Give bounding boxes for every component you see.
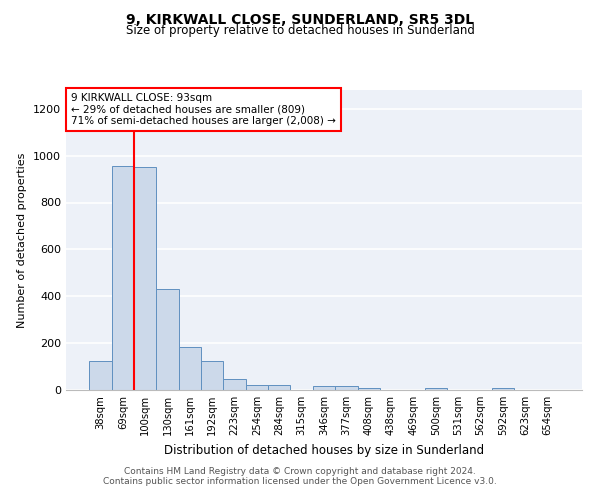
Bar (223, 380, 246, 390)
Bar (112, 166, 134, 390)
Text: Size of property relative to detached houses in Sunderland: Size of property relative to detached ho… (125, 24, 475, 37)
Text: Contains public sector information licensed under the Open Government Licence v3: Contains public sector information licen… (103, 477, 497, 486)
X-axis label: Distribution of detached houses by size in Sunderland: Distribution of detached houses by size … (164, 444, 484, 456)
Text: 9 KIRKWALL CLOSE: 93sqm
← 29% of detached houses are smaller (809)
71% of semi-d: 9 KIRKWALL CLOSE: 93sqm ← 29% of detache… (71, 93, 336, 126)
Text: 9, KIRKWALL CLOSE, SUNDERLAND, SR5 3DL: 9, KIRKWALL CLOSE, SUNDERLAND, SR5 3DL (126, 12, 474, 26)
Bar (246, 385, 268, 390)
Bar (89, 360, 112, 390)
Bar (358, 388, 380, 390)
Bar (335, 386, 358, 390)
Bar (134, 168, 157, 390)
Bar (201, 360, 223, 390)
Y-axis label: Number of detached properties: Number of detached properties (17, 152, 28, 328)
Bar (268, 385, 290, 390)
Bar (179, 346, 201, 390)
Bar (425, 388, 447, 390)
Bar (313, 386, 335, 390)
Text: Contains HM Land Registry data © Crown copyright and database right 2024.: Contains HM Land Registry data © Crown c… (124, 467, 476, 476)
Bar (491, 388, 514, 390)
Bar (157, 289, 179, 390)
